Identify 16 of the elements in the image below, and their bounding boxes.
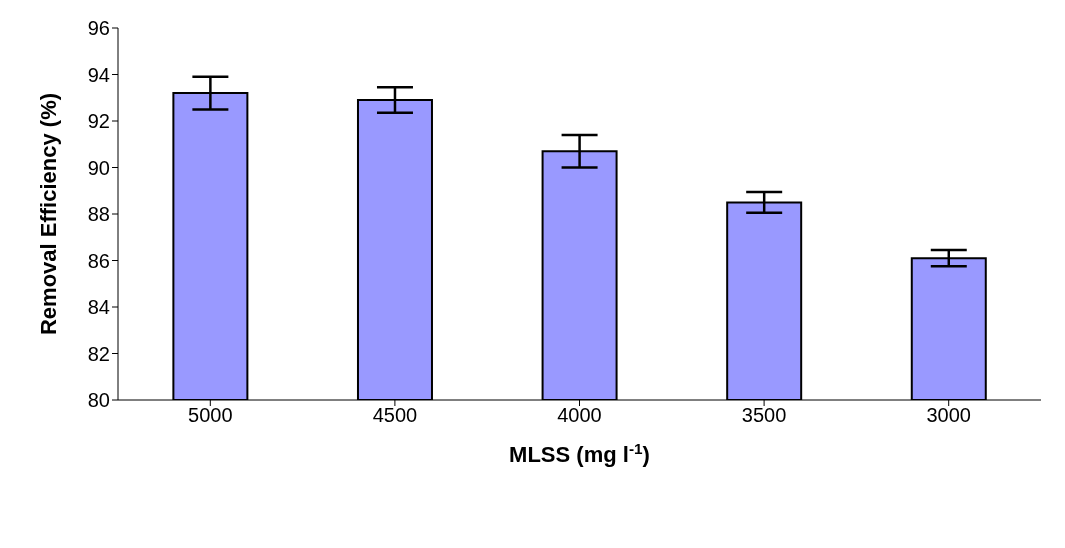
y-tick-label: 88: [87, 203, 110, 226]
y-tick-label: 96: [87, 17, 110, 40]
y-tick-label: 86: [87, 249, 110, 272]
y-tick-label: 82: [87, 342, 110, 365]
x-tick-label: 3500: [741, 404, 787, 427]
y-tick-label: 94: [87, 63, 110, 86]
x-tick-label: 3000: [926, 404, 971, 427]
y-tick-label: 80: [87, 389, 110, 412]
x-axis-title: MLSS (mg l$^{-1}$): [509, 439, 650, 467]
y-axis-title: Removal Efficiency (%): [35, 92, 61, 336]
y-tick-label: 92: [87, 110, 110, 133]
x-tick-label: 4000: [557, 404, 602, 427]
x-tick-label: 4500: [372, 404, 418, 427]
x-tick-label: 5000: [188, 404, 233, 427]
y-tick-label: 90: [87, 156, 110, 179]
y-tick-label: 84: [87, 296, 110, 319]
